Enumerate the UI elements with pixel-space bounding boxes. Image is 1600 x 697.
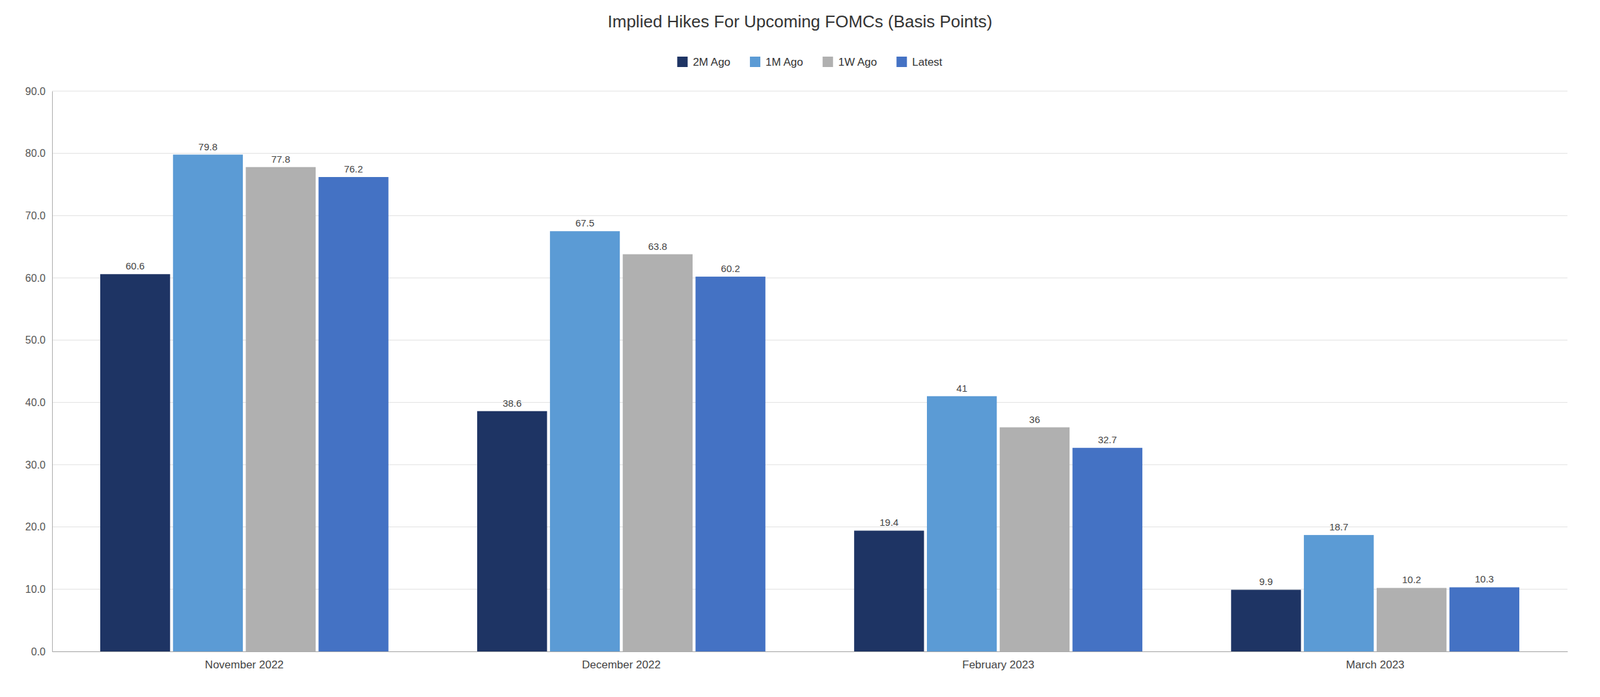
y-tick-label: 20.0: [25, 521, 46, 533]
bar: [1303, 535, 1374, 652]
legend-swatch: [676, 56, 688, 68]
legend-label: 1W Ago: [838, 55, 878, 69]
x-tick: December 2022: [581, 651, 661, 672]
y-axis-line: [52, 91, 53, 653]
bar: [318, 177, 388, 652]
bar-series: [246, 167, 1448, 652]
bars: [100, 154, 1520, 652]
data-label: 38.6: [502, 397, 522, 409]
y-tick-label: 10.0: [25, 583, 46, 595]
y-tick-label: 0.0: [31, 646, 46, 658]
bar: [246, 167, 316, 652]
bar: [477, 411, 547, 652]
bar: [1376, 587, 1447, 652]
legend-swatch: [749, 56, 761, 68]
legend-label: 2M Ago: [692, 55, 731, 69]
bar: [100, 274, 170, 652]
y-tick: 0.0: [31, 646, 53, 658]
y-tick: 60.0: [25, 272, 53, 284]
legend-swatch: [822, 56, 834, 68]
data-label: 41: [956, 382, 968, 394]
x-tick-label: February 2023: [962, 658, 1035, 672]
data-label: 10.2: [1402, 574, 1421, 586]
legend-item: 1M Ago: [749, 55, 804, 69]
y-tick-label: 30.0: [25, 459, 46, 471]
grid-line: [52, 91, 1568, 92]
x-tick: November 2022: [205, 651, 284, 672]
chart: Implied Hikes For Upcoming FOMCs (Basis …: [0, 0, 1600, 697]
legend-item: 2M Ago: [676, 55, 731, 69]
y-tick: 90.0: [25, 85, 53, 97]
bar: [999, 427, 1070, 652]
data-label: 10.3: [1475, 573, 1494, 585]
data-label: 63.8: [648, 240, 668, 252]
data-label: 36: [1029, 413, 1041, 426]
data-label: 76.2: [343, 163, 363, 175]
data-label: 79.8: [198, 141, 218, 153]
data-label: 32.7: [1098, 434, 1118, 446]
y-tick-label: 40.0: [25, 397, 46, 409]
y-tick-label: 80.0: [25, 147, 46, 159]
y-tick: 80.0: [25, 147, 53, 159]
grid: [52, 91, 1568, 652]
legend-label: 1M Ago: [765, 55, 804, 69]
y-tick-label: 70.0: [25, 210, 46, 222]
bar: [695, 276, 765, 652]
bar: [1072, 447, 1143, 652]
data-label: 9.9: [1259, 576, 1274, 588]
bar: [1230, 589, 1301, 652]
x-tick: March 2023: [1346, 651, 1405, 672]
bar: [550, 231, 620, 652]
y-tick: 40.0: [25, 397, 53, 409]
chart-title: Implied Hikes For Upcoming FOMCs (Basis …: [607, 11, 993, 32]
bar: [1449, 587, 1520, 652]
x-tick-label: March 2023: [1346, 658, 1405, 672]
y-tick: 30.0: [25, 459, 53, 471]
y-tick-label: 60.0: [25, 272, 46, 284]
y-tick: 70.0: [25, 210, 53, 222]
data-label: 60.2: [721, 262, 741, 275]
legend: 2M Ago 1M Ago 1W Ago Latest: [676, 55, 942, 69]
bar-series: [318, 177, 1520, 652]
bar: [622, 254, 693, 652]
bar-series: [173, 154, 1375, 652]
y-tick: 20.0: [25, 521, 53, 533]
legend-swatch: [896, 56, 907, 68]
y-axis: 0.0 10.0 20.0 30.0 40.0 50.0 60.0 70.0 80.0 90.0: [25, 85, 53, 658]
y-tick-label: 50.0: [25, 334, 46, 346]
y-tick: 50.0: [25, 334, 53, 346]
data-label: 60.6: [125, 260, 145, 272]
legend-item: Latest: [896, 55, 943, 69]
bar: [173, 154, 243, 652]
x-tick-label: December 2022: [581, 658, 661, 672]
plot-area: 0.0 10.0 20.0 30.0 40.0 50.0 60.0 70.0 80.0 90.0 N…: [25, 85, 1569, 672]
data-label: 18.7: [1329, 521, 1349, 533]
bar: [926, 396, 997, 652]
x-tick-label: November 2022: [205, 658, 284, 672]
y-tick: 10.0: [25, 583, 53, 595]
data-labels: 60.6 38.6 19.4 9.9 79.8 67.5 41 18.7 77.8 63.8 36 1…: [125, 141, 1494, 588]
x-axis-line: [52, 651, 1569, 653]
x-axis: November 2022 December 2022 February 2023 M…: [52, 651, 1569, 672]
bar: [854, 530, 924, 652]
legend-label: Latest: [911, 55, 943, 69]
chart-container: Implied Hikes For Upcoming FOMCs (Basis …: [0, 0, 1600, 697]
data-label: 67.5: [575, 217, 595, 229]
data-label: 77.8: [271, 153, 291, 165]
x-tick: February 2023: [962, 651, 1035, 672]
y-tick-label: 90.0: [25, 85, 46, 97]
data-label: 19.4: [879, 516, 899, 528]
legend-item: 1W Ago: [822, 55, 878, 69]
